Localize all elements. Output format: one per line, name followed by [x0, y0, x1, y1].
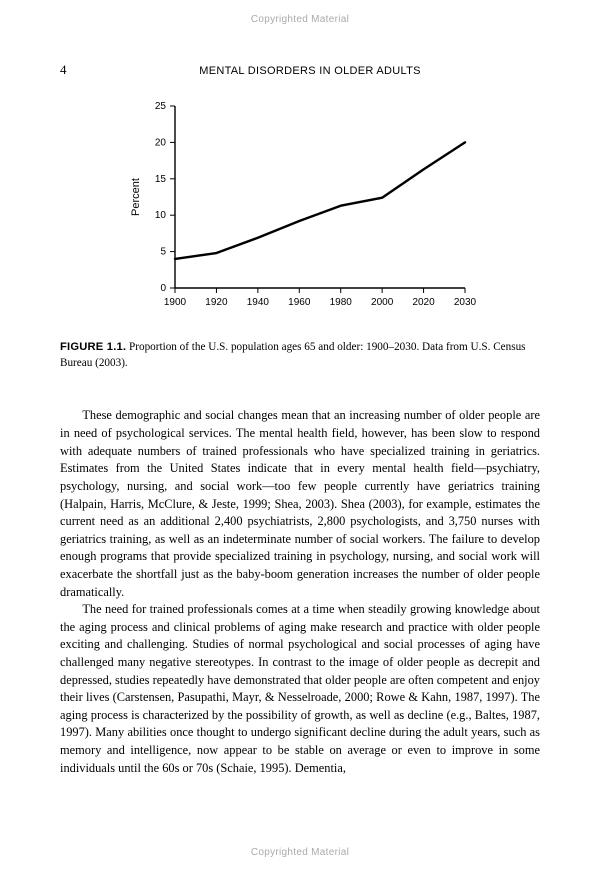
- svg-text:2000: 2000: [371, 297, 394, 308]
- figure-caption-text: Proportion of the U.S. population ages 6…: [60, 341, 526, 369]
- running-head: MENTAL DISORDERS IN OLDER ADULTS: [80, 65, 540, 77]
- paragraph: These demographic and social changes mea…: [60, 407, 540, 601]
- svg-text:1920: 1920: [205, 297, 228, 308]
- svg-text:1940: 1940: [247, 297, 270, 308]
- svg-text:5: 5: [160, 247, 166, 258]
- svg-text:2020: 2020: [412, 297, 435, 308]
- chart-container: 0 5 10 15 20 25 1900 1920 1940 1960 1980 2000 2020 20…: [120, 96, 480, 321]
- page-header: 4 MENTAL DISORDERS IN OLDER ADULTS: [60, 62, 540, 78]
- page-number: 4: [60, 62, 80, 78]
- svg-text:1900: 1900: [164, 297, 187, 308]
- svg-text:2030: 2030: [454, 297, 477, 308]
- svg-text:10: 10: [155, 210, 167, 221]
- watermark-bottom: Copyrighted Material: [0, 847, 600, 858]
- body-text: These demographic and social changes mea…: [60, 407, 540, 777]
- svg-text:0: 0: [160, 283, 166, 294]
- paragraph: The need for trained professionals comes…: [60, 601, 540, 777]
- svg-text:1980: 1980: [330, 297, 353, 308]
- figure-label: FIGURE 1.1.: [60, 341, 126, 353]
- svg-text:15: 15: [155, 174, 167, 185]
- svg-text:25: 25: [155, 101, 167, 112]
- line-chart: 0 5 10 15 20 25 1900 1920 1940 1960 1980 2000 2020 20…: [120, 96, 480, 316]
- svg-text:1960: 1960: [288, 297, 311, 308]
- svg-text:Percent: Percent: [130, 178, 142, 216]
- page-content: 4 MENTAL DISORDERS IN OLDER ADULTS 0 5 10 1…: [60, 62, 540, 777]
- svg-text:20: 20: [155, 137, 167, 148]
- watermark-top: Copyrighted Material: [0, 14, 600, 25]
- figure-caption: FIGURE 1.1. Proportion of the U.S. popul…: [60, 339, 540, 371]
